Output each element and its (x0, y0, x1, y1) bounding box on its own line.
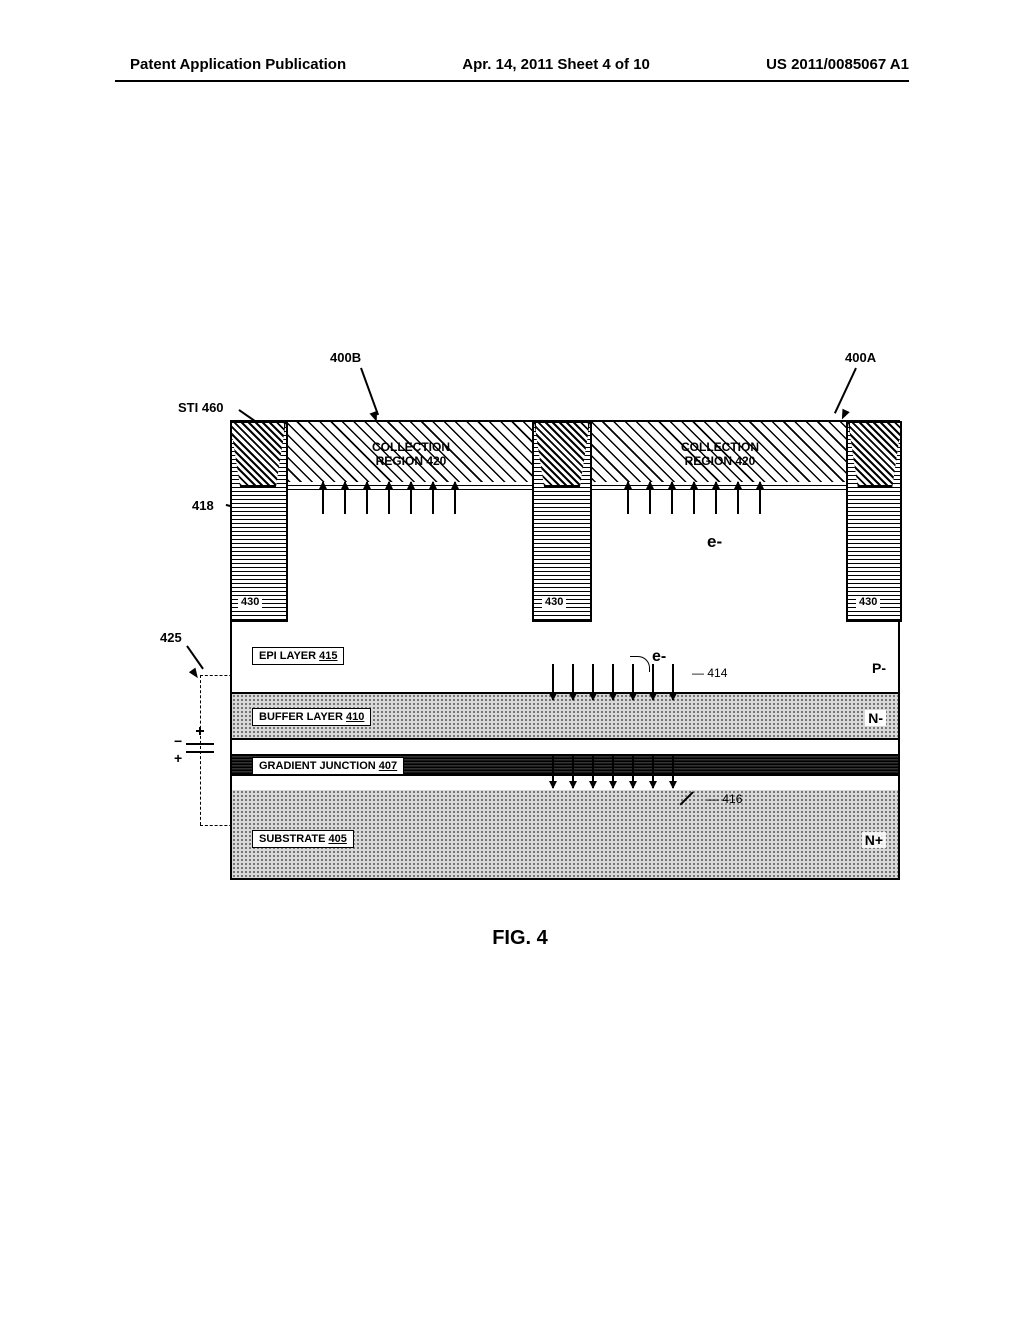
collection-label-a: COLLECTION REGION 420 (596, 440, 844, 469)
label-430-left: 430 (238, 596, 262, 608)
page-header: Patent Application Publication Apr. 14, … (0, 56, 1024, 73)
label-430-mid: 430 (542, 596, 566, 608)
label-n-plus: N+ (862, 832, 886, 848)
cap-plus: + (174, 750, 182, 766)
label-400a: 400A (845, 350, 876, 365)
box-buffer: BUFFER LAYER 410 (252, 708, 371, 726)
label-416: — 416 (707, 792, 742, 806)
header-rule (115, 80, 909, 82)
box-epi: EPI LAYER 415 (252, 647, 344, 665)
label-e-mid: e- (652, 648, 666, 666)
layer-gap2 (232, 776, 898, 790)
label-sti460: STI 460 (178, 400, 224, 415)
label-e-upper: e- (707, 532, 722, 552)
figure-caption: FIG. 4 (130, 927, 910, 950)
label-p-minus: P- (872, 660, 886, 676)
leader-400a (834, 368, 857, 414)
collection-a: COLLECTION REGION 420 (596, 422, 844, 482)
cross-section: 430 430 430 COLLECTION REGION 420 COLLEC… (230, 420, 900, 880)
leader-425 (186, 645, 204, 669)
cap-minus: − (174, 733, 182, 749)
label-425: 425 (160, 630, 182, 645)
box-substrate: SUBSTRATE 405 (252, 830, 354, 848)
capacitor-span (200, 675, 201, 825)
leader-400b (360, 368, 379, 416)
label-418: 418 (192, 498, 214, 513)
header-right: US 2011/0085067 A1 (766, 56, 909, 73)
layer-gap1 (232, 740, 898, 754)
label-414: — 414 (692, 666, 727, 680)
header-center: Apr. 14, 2011 Sheet 4 of 10 (462, 56, 650, 73)
label-430-right: 430 (856, 596, 880, 608)
label-400b: 400B (330, 350, 361, 365)
collection-b: COLLECTION REGION 420 (292, 422, 530, 482)
label-n-minus: N- (865, 710, 886, 726)
figure-4: 400B 400A STI 460 418 425 − + (130, 350, 910, 880)
collection-label-b: COLLECTION REGION 420 (292, 440, 530, 469)
box-gradient: GRADIENT JUNCTION 407 (252, 757, 404, 775)
header-left: Patent Application Publication (130, 56, 346, 73)
